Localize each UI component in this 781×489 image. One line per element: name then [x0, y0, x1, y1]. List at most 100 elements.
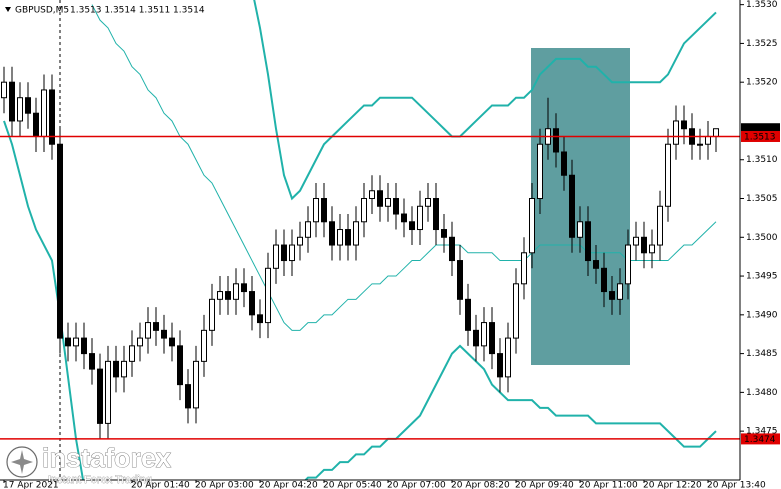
candle-body	[601, 267, 607, 293]
level-box	[741, 433, 780, 445]
candle-body	[33, 112, 39, 137]
candle-body	[97, 368, 103, 424]
candle-body	[433, 198, 439, 231]
candle-body	[113, 360, 119, 378]
candle-body	[473, 329, 479, 347]
x-tick-label: 20 Apr 09:40	[515, 481, 574, 489]
indicator-line	[253, 0, 717, 201]
candle-body	[9, 81, 15, 122]
candle-body	[697, 143, 703, 146]
candle-body	[233, 283, 239, 300]
y-tick-label: 1.3520	[746, 78, 778, 88]
x-tick-label: 20 Apr 01:40	[131, 481, 190, 489]
x-tick-label: 20 Apr 08:20	[451, 481, 510, 489]
candle-body	[553, 128, 559, 153]
y-tick-label: 1.3500	[746, 233, 778, 243]
candle-body	[417, 205, 423, 231]
candle-body	[401, 213, 407, 223]
candle-body	[361, 198, 367, 223]
candle-body	[177, 345, 183, 386]
candle-body	[617, 283, 623, 300]
candle-body	[513, 283, 519, 339]
candle-body	[305, 221, 311, 238]
candle-body	[585, 221, 591, 262]
candle-body	[57, 143, 63, 339]
candle-body	[673, 120, 679, 145]
candle-body	[209, 298, 215, 331]
candle-body	[657, 205, 663, 246]
x-tick-label: 20 Apr 04:20	[259, 481, 318, 489]
candle-body	[1, 81, 7, 99]
candle-body	[321, 198, 327, 223]
x-tick-label: 20 Apr 07:00	[387, 481, 446, 489]
candle-body	[465, 298, 471, 331]
candle-body	[193, 360, 199, 409]
candle-body	[25, 97, 31, 114]
candle-body	[665, 143, 671, 207]
candle-body	[289, 244, 295, 262]
candle-body	[153, 322, 159, 331]
candle-body	[441, 229, 447, 238]
candle-body	[649, 244, 655, 254]
candle-body	[457, 260, 463, 300]
candle-body	[137, 337, 143, 347]
candle-body	[505, 337, 511, 378]
chart-title: GBPUSD,M5	[15, 6, 69, 16]
candle-body	[185, 384, 191, 409]
candle-body	[353, 221, 359, 246]
candle-body	[217, 291, 223, 300]
candle-body	[409, 221, 415, 231]
candle-body	[169, 337, 175, 347]
candle-body	[345, 229, 351, 246]
x-tick-label: 20 Apr 05:40	[323, 481, 382, 489]
logo-star	[11, 450, 33, 474]
watermark: instaforex Instant Forex Trading	[6, 443, 171, 486]
x-tick-label: 20 Apr 03:00	[195, 481, 254, 489]
candle-body	[297, 236, 303, 246]
y-tick-label: 1.3505	[746, 194, 778, 204]
chart-subtitle: 1.3513 1.3514 1.3511 1.3514	[70, 6, 205, 16]
candle-body	[17, 97, 23, 122]
candle-body	[225, 291, 231, 300]
candle-body	[561, 151, 567, 176]
y-tick-label: 1.3490	[746, 310, 778, 320]
watermark-tagline: Instant Forex Trading	[48, 474, 152, 486]
candle-body	[497, 353, 503, 378]
x-tick-label: 17 Apr 2021	[3, 481, 59, 489]
candle-body	[201, 329, 207, 362]
indicator-line	[3, 120, 85, 480]
candle-body	[281, 244, 287, 262]
candle-body	[489, 322, 495, 355]
y-tick-label: 1.3510	[746, 155, 778, 165]
candle-body	[129, 345, 135, 362]
candle-body	[121, 360, 127, 378]
candle-body	[449, 236, 455, 262]
candle-layer	[1, 66, 719, 439]
x-tick-label: 20 Apr 12:20	[643, 481, 702, 489]
level-box	[741, 130, 780, 142]
candle-body	[593, 260, 599, 269]
candle-body	[313, 198, 319, 223]
candle-body	[273, 244, 279, 269]
candle-body	[89, 353, 95, 370]
candle-body	[249, 291, 255, 316]
indicator-line	[91, 4, 717, 331]
candle-body	[705, 135, 711, 145]
y-tick-label: 1.3475	[746, 427, 778, 437]
watermark-name: instaforex	[42, 443, 171, 473]
candle-body	[105, 360, 111, 424]
y-tick-label: 1.3485	[746, 349, 778, 359]
candle-body	[265, 267, 271, 324]
candle-body	[609, 291, 615, 300]
candle-body	[369, 190, 375, 200]
candle-body	[257, 314, 263, 324]
candle-body	[337, 229, 343, 246]
candle-body	[329, 221, 335, 246]
indicator-layer	[3, 0, 717, 480]
candle-body	[625, 244, 631, 285]
candle-body	[49, 89, 55, 145]
candle-body	[425, 198, 431, 207]
